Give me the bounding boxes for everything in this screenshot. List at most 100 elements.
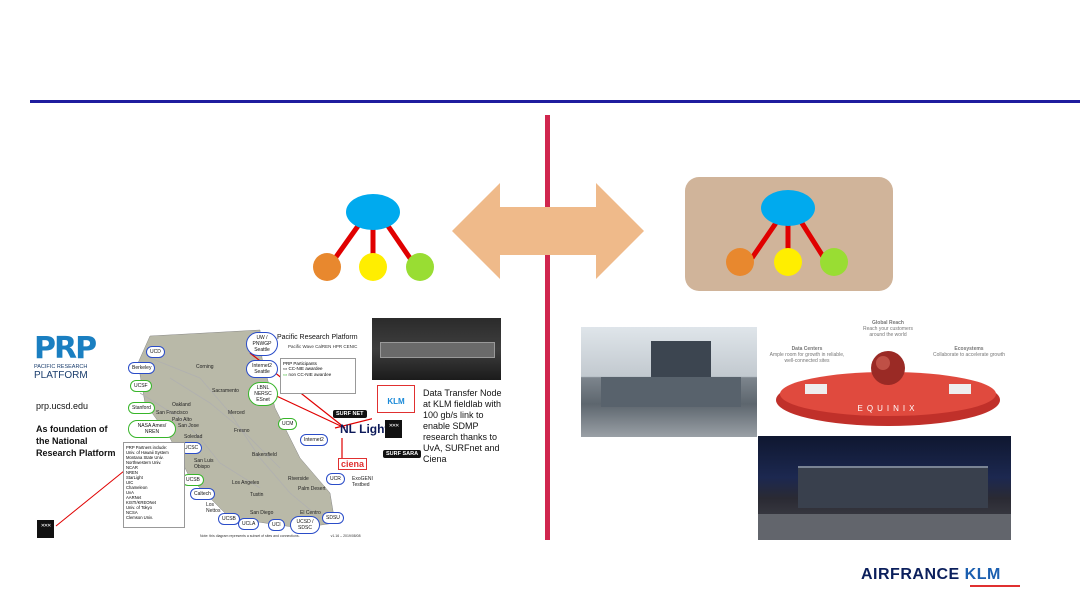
- surfsara-badge: SURF SARA: [383, 450, 422, 458]
- map-city-sacramento: Sacramento: [212, 388, 239, 394]
- global-reach-title: Global Reach: [872, 320, 904, 326]
- klm-footer-logo-text: KLM: [964, 566, 1001, 583]
- map-city-soledad: Soledad: [184, 434, 203, 440]
- participant-item: Northwestern Univ.: [126, 460, 162, 465]
- ecosystems-title: Ecosystems: [954, 346, 984, 352]
- participant-item: StarLight: [126, 475, 143, 480]
- prp-foundation-text: As foundation of the National Research P…: [36, 424, 116, 458]
- edge-left: [749, 218, 781, 260]
- map-title: Pacific Research Platform: [277, 334, 358, 341]
- ecosystems-desc: Collaborate to accelerate growth: [933, 352, 1005, 358]
- global-reach-block: Global Reach Reach your customers around…: [855, 320, 921, 338]
- map-city-riverside: Riverside: [288, 476, 309, 482]
- participant-item: Univ. of Tokyo: [126, 505, 152, 510]
- top-node: [346, 194, 400, 230]
- prp-logo-letters: PRP: [34, 331, 97, 366]
- participant-item: NCAR: [126, 465, 138, 470]
- map-cloud-nasa: NASA Ames/ NREN: [128, 420, 176, 438]
- building-base: [601, 377, 741, 407]
- participants-list: PRP Partners include: Univ. of Hawaii Sy…: [123, 442, 185, 528]
- parking-lot: [758, 514, 1011, 540]
- map-city-palo-alto: Palo Alto: [172, 417, 192, 423]
- airfrance-klm-logo: AIRFRANCE KLM: [861, 566, 1001, 584]
- title-rule: [30, 100, 1080, 103]
- prp-logo: PRP PACIFIC RESEARCH PLATFORM: [34, 331, 97, 382]
- map-cloud-ucsb: UCSB: [182, 474, 204, 486]
- top-node: [761, 190, 815, 226]
- server-photo: [372, 318, 501, 380]
- map-city-san-jose: San Jose: [178, 423, 199, 429]
- klm-logo-text: KLM: [387, 397, 405, 406]
- map-cloud-uw-pnwgp: UW / PNWGP Seattle: [246, 332, 278, 356]
- map-cloud-ucla: UCLA: [238, 518, 260, 530]
- map-cloud-internet2-seattle: Internet2 Seattle: [246, 360, 278, 378]
- equinix-graphic: Global Reach Reach your customers around…: [765, 318, 1011, 430]
- dtn-description: Data Transfer Node at KLM fieldlab with …: [423, 388, 502, 464]
- legend-title: PRP Participants: [283, 361, 317, 366]
- nl-light-logo: NL Light: [340, 422, 389, 436]
- orange-node: [313, 253, 341, 281]
- data-centers-block: Data Centers Ample room for growth in re…: [765, 346, 849, 364]
- prp-logo-line2: PLATFORM: [34, 370, 88, 381]
- participant-item: NCSA: [126, 510, 138, 515]
- uva-logo-icon: ✕✕✕: [37, 520, 54, 538]
- datacenter-building-photo: [581, 327, 757, 437]
- map-city-san-luis-obispo: San Luis Obispo: [194, 458, 214, 470]
- map-city-san-diego: San Diego: [250, 510, 274, 516]
- hierarchy-diagram-right: [726, 190, 848, 276]
- green-node: [820, 248, 848, 276]
- data-centers-title: Data Centers: [791, 346, 823, 352]
- participant-item: KISTI/KREONet: [126, 500, 157, 505]
- green-node: [406, 253, 434, 281]
- map-cloud-internet2: Internet2: [300, 434, 328, 446]
- exogeni-label: ExoGENI Testbed: [352, 476, 373, 488]
- orange-node: [726, 248, 754, 276]
- participant-item: UIC: [126, 480, 134, 485]
- edge-right: [797, 218, 827, 260]
- legend-item-cc-nie: ▭ CC-NIE awardee: [283, 366, 323, 371]
- map-cloud-uci: UCI: [268, 519, 285, 531]
- vertical-divider: [545, 115, 550, 540]
- map-cloud-stanford: Stanford: [128, 402, 155, 414]
- map-city-bakersfield: Bakersfield: [252, 452, 277, 458]
- map-cloud-ucsf: UCSF: [130, 380, 152, 392]
- map-city-el-centro: El Centro: [300, 510, 321, 516]
- map-city-oakland: Oakland: [172, 402, 191, 408]
- map-cloud-ucm: UCM: [278, 418, 298, 430]
- footer-logo-underline: [970, 585, 1020, 587]
- map-city-fresno: Fresno: [234, 428, 250, 434]
- participant-item: Univ. of Hawaii System: [126, 450, 169, 455]
- participants-title: PRP Partners include:: [126, 445, 168, 450]
- yellow-node: [774, 248, 802, 276]
- map-cloud-caltech: Caltech: [190, 488, 215, 500]
- map-city-merced: Merced: [228, 410, 245, 416]
- prp-logo-line1: PACIFIC RESEARCH: [34, 364, 88, 370]
- participant-item: Clemson Univ.: [126, 515, 153, 520]
- double-arrow-icon: [452, 183, 644, 279]
- participant-item: NREN: [126, 470, 138, 475]
- equinix-brand: EQUINIX: [857, 404, 919, 413]
- ciena-logo: ciena: [338, 458, 368, 470]
- map-cloud-ucsd-sdsc: UCSD / SDSC: [290, 516, 320, 534]
- prp-url: prp.ucsd.edu: [36, 401, 89, 411]
- map-note-text: Note: this diagram represents a subset o…: [200, 534, 300, 538]
- map-cloud-lbnl: LBNL NERSC ESnet: [248, 382, 278, 406]
- map-cloud-ucr: UCR: [326, 473, 345, 485]
- map-cloud-ucsb-2: UCSB: [218, 513, 240, 525]
- klm-logo: KLM: [377, 385, 415, 413]
- building-facade: [798, 466, 988, 508]
- prp-network-map: UCD Berkeley UCSF Stanford NASA Ames/ NR…: [110, 318, 372, 540]
- map-city-san-francisco: San Francisco: [156, 410, 188, 416]
- equinix-platform-icon: [776, 351, 1000, 426]
- uva-logo-icon: ✕✕✕: [385, 420, 402, 438]
- airfrance-logo-text: AIRFRANCE: [861, 566, 960, 583]
- uva-logo-mark: ✕✕✕: [40, 523, 52, 529]
- map-subtitle: Pacific Wave CalREN HPR CENIC: [288, 344, 358, 349]
- map-note: Note: this diagram represents a subset o…: [200, 534, 361, 538]
- map-cloud-ucd: UCD: [146, 346, 165, 358]
- map-city-corning: Corning: [196, 364, 214, 370]
- global-reach-desc: Reach your customers around the world: [862, 326, 914, 338]
- map-city-los-nettos: Los Nettos: [206, 502, 221, 514]
- legend-item-non-cc-nie: ▭ non CC-NIE awardee: [283, 372, 332, 377]
- participant-item: UvA: [126, 490, 134, 495]
